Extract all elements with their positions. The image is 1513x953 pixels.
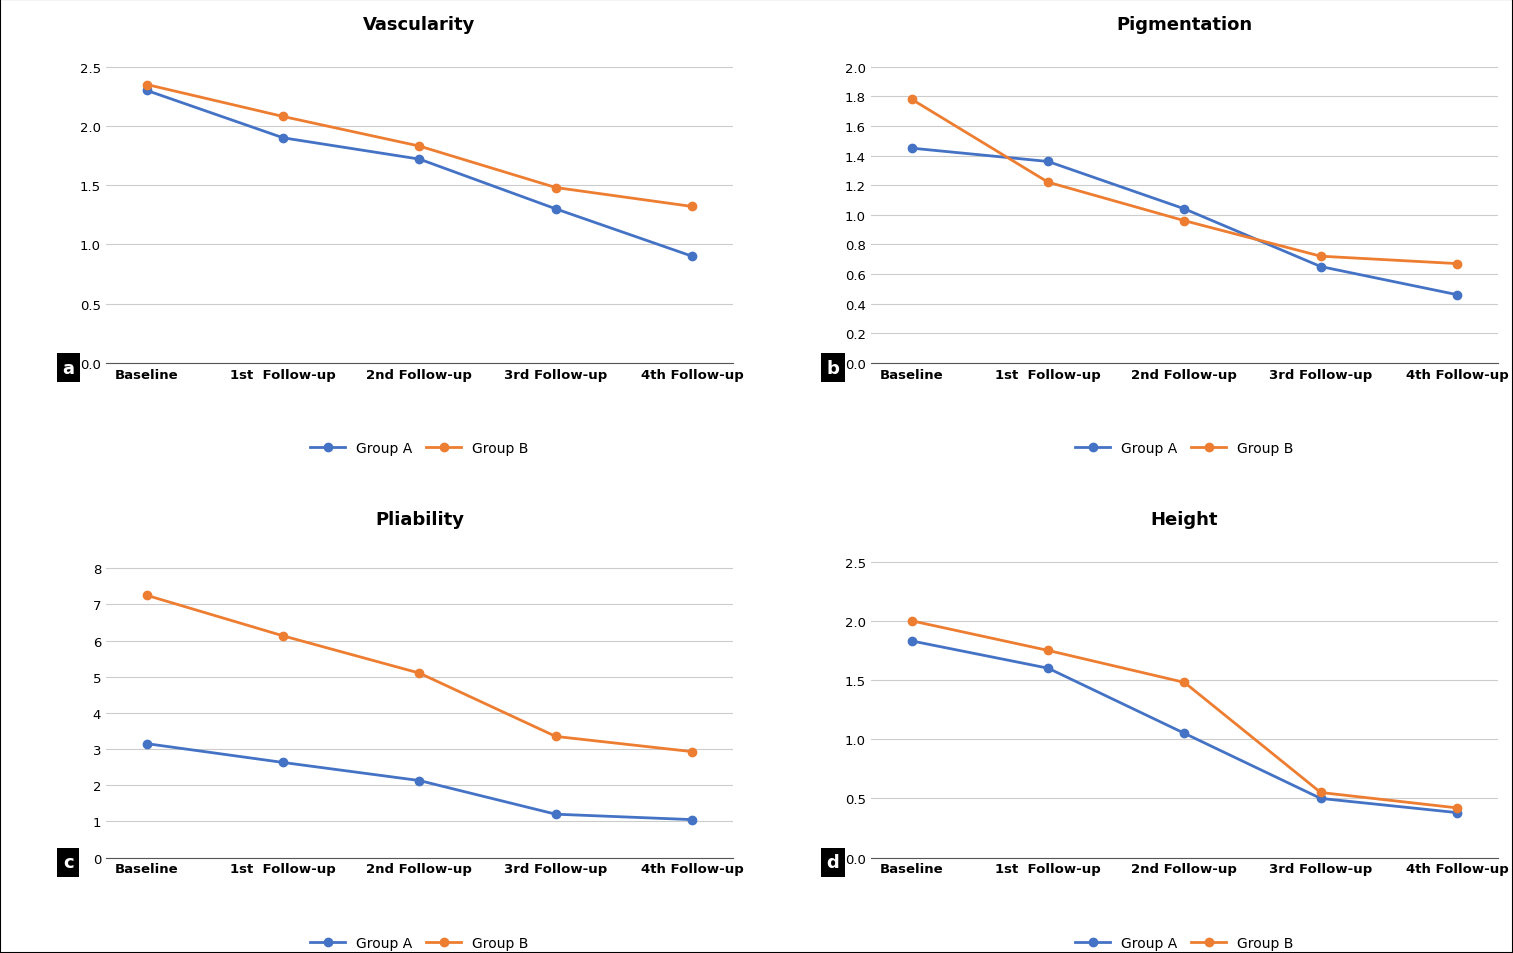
Group A <box>138 739 156 750</box>
Group B <box>1176 677 1194 688</box>
Group A <box>274 757 292 768</box>
Group B <box>138 80 156 91</box>
Group B <box>274 112 292 123</box>
Group A <box>1039 662 1058 674</box>
Title: Pliability: Pliability <box>375 510 464 528</box>
Group A <box>903 636 921 647</box>
Line: Group B: Group B <box>908 96 1462 269</box>
Group B <box>1176 215 1194 227</box>
Group A <box>1312 261 1330 273</box>
Line: Group A: Group A <box>142 740 696 824</box>
Group B <box>1312 252 1330 263</box>
Group B <box>682 746 701 758</box>
Group B <box>410 141 428 152</box>
Legend: Group A, Group B: Group A, Group B <box>310 936 528 950</box>
Group A <box>138 86 156 97</box>
Text: c: c <box>62 854 74 871</box>
Line: Group A: Group A <box>908 145 1462 299</box>
Group B <box>546 183 564 194</box>
Group A <box>410 775 428 786</box>
Group A <box>546 808 564 820</box>
Line: Group B: Group B <box>908 617 1462 812</box>
Group B <box>1312 787 1330 799</box>
Group B <box>410 668 428 679</box>
Legend: Group A, Group B: Group A, Group B <box>1076 442 1294 456</box>
Title: Vascularity: Vascularity <box>363 16 475 33</box>
Legend: Group A, Group B: Group A, Group B <box>1076 936 1294 950</box>
Group B <box>1039 645 1058 657</box>
Group B <box>682 201 701 213</box>
Group B <box>274 631 292 642</box>
Line: Group B: Group B <box>142 592 696 756</box>
Group A <box>682 252 701 263</box>
Group A <box>546 204 564 215</box>
Group B <box>903 94 921 106</box>
Group A <box>1312 793 1330 804</box>
Group A <box>274 132 292 144</box>
Line: Group A: Group A <box>908 638 1462 817</box>
Group A <box>1448 290 1466 301</box>
Group B <box>1448 258 1466 270</box>
Group B <box>546 731 564 742</box>
Group A <box>1176 204 1194 215</box>
Group A <box>410 154 428 166</box>
Group B <box>903 616 921 627</box>
Text: b: b <box>826 359 840 377</box>
Legend: Group A, Group B: Group A, Group B <box>310 442 528 456</box>
Group B <box>1448 802 1466 814</box>
Group A <box>903 143 921 154</box>
Title: Pigmentation: Pigmentation <box>1117 16 1253 33</box>
Group A <box>1039 156 1058 168</box>
Text: d: d <box>826 854 840 871</box>
Title: Height: Height <box>1150 510 1218 528</box>
Line: Group B: Group B <box>142 81 696 212</box>
Group A <box>682 814 701 825</box>
Group B <box>138 590 156 601</box>
Group B <box>1039 177 1058 189</box>
Line: Group A: Group A <box>142 87 696 261</box>
Text: a: a <box>62 359 74 377</box>
Group A <box>1448 807 1466 819</box>
Group A <box>1176 728 1194 740</box>
